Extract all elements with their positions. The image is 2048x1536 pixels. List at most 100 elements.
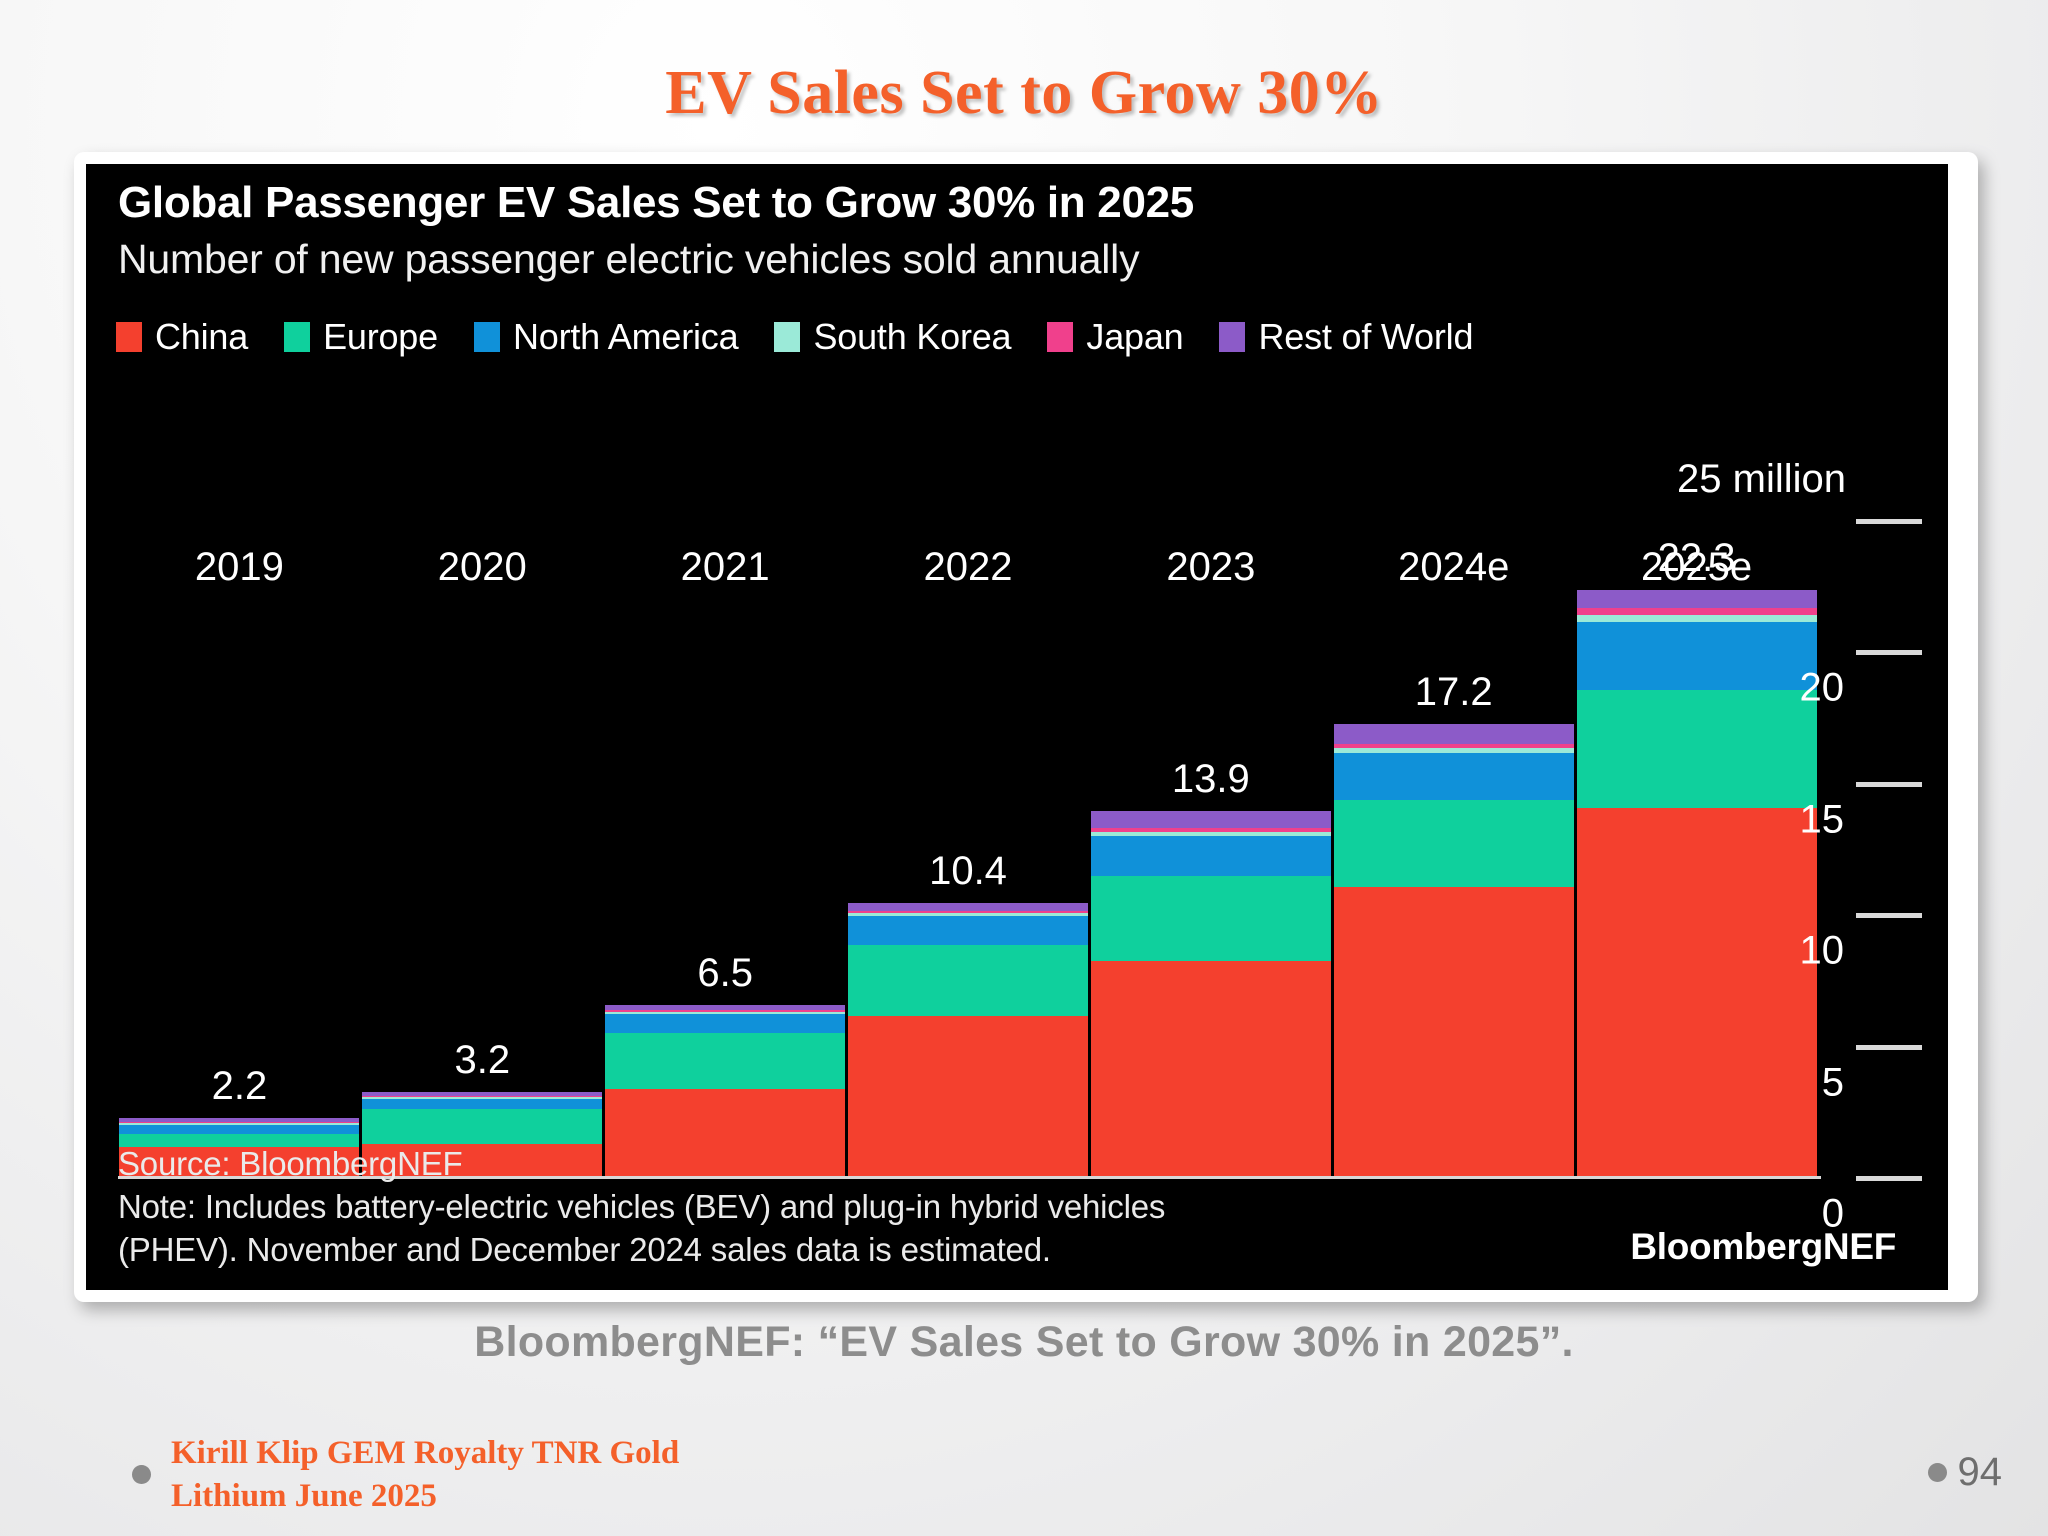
bar-segment[interactable] bbox=[1090, 960, 1331, 1176]
x-axis-tick-label: 2019 bbox=[194, 545, 284, 589]
bar-segment[interactable] bbox=[1576, 590, 1817, 609]
bar-segment[interactable] bbox=[1333, 748, 1574, 753]
legend-swatch-icon bbox=[1219, 322, 1246, 352]
y-axis-tick bbox=[1856, 650, 1922, 656]
bar-segment[interactable] bbox=[1576, 608, 1817, 615]
page-number: 94 bbox=[1957, 1450, 2003, 1494]
legend-swatch-icon bbox=[284, 322, 311, 352]
chart-figure: Global Passenger EV Sales Set to Grow 30… bbox=[86, 164, 1966, 1290]
bar-segment[interactable] bbox=[119, 1147, 360, 1176]
bloombergnef-logo: BloombergNEF bbox=[1630, 1226, 1896, 1267]
bar-segment[interactable] bbox=[1090, 827, 1331, 832]
y-axis: 25 million 0 5 10 15 20 bbox=[1677, 457, 1922, 1236]
chart-note-line-2: (PHEV). November and December 2024 sales… bbox=[118, 1231, 1051, 1269]
bar-segment[interactable] bbox=[848, 902, 1088, 911]
bar-segment[interactable] bbox=[848, 944, 1088, 1016]
bar-segment[interactable] bbox=[1576, 689, 1817, 809]
bar-segment[interactable] bbox=[119, 1118, 360, 1123]
bar-segment[interactable] bbox=[1333, 800, 1574, 887]
bar-segment[interactable] bbox=[1090, 835, 1331, 877]
bar-column[interactable] bbox=[119, 1118, 360, 1176]
x-axis-tick-label: 2023 bbox=[1166, 545, 1256, 589]
legend-item[interactable]: Rest of World bbox=[1219, 316, 1473, 358]
bar-segment[interactable] bbox=[1333, 724, 1574, 744]
bar-column[interactable] bbox=[1333, 724, 1574, 1176]
legend-item[interactable]: South Korea bbox=[774, 316, 1012, 358]
page-title: EV Sales Set to Grow 30% bbox=[665, 59, 1383, 127]
footer-line-1: Kirill Klip GEM Royalty TNR Gold bbox=[171, 1435, 680, 1471]
bar-segment[interactable] bbox=[848, 910, 1088, 914]
bar-segment[interactable] bbox=[362, 1097, 603, 1099]
bar-segment[interactable] bbox=[119, 1133, 360, 1148]
bar-segment[interactable] bbox=[1576, 621, 1817, 690]
legend-item[interactable]: Europe bbox=[284, 316, 438, 358]
bar-segment[interactable] bbox=[362, 1095, 603, 1098]
bar-segment[interactable] bbox=[362, 1091, 603, 1096]
bar-segment[interactable] bbox=[1090, 876, 1331, 961]
bar-segment[interactable] bbox=[1090, 810, 1331, 828]
bullet-icon bbox=[132, 1465, 151, 1485]
legend-label: China bbox=[155, 316, 249, 357]
footer-text: Kirill Klip GEM Royalty TNR Gold Lithium… bbox=[171, 1432, 679, 1518]
bar-segment[interactable] bbox=[1576, 808, 1817, 1176]
chart-footnotes: Source: BloombergNEF Note: Includes batt… bbox=[118, 1143, 1165, 1272]
bar-segment[interactable] bbox=[605, 1014, 846, 1033]
legend-label: Japan bbox=[1086, 316, 1184, 357]
figure-right-gutter bbox=[1948, 164, 1966, 1290]
bar-segment[interactable] bbox=[1333, 886, 1574, 1176]
bar-segment[interactable] bbox=[605, 1005, 846, 1011]
plot-area: 2.2 2019 3.2 2020 6.5 2021 10.4 2022 13.9 2023 17.… bbox=[118, 519, 1821, 1179]
legend-swatch-icon bbox=[473, 322, 500, 352]
bar-segment[interactable] bbox=[1333, 743, 1574, 749]
chart-legend: China Europe North America South Korea Japan… bbox=[116, 316, 1473, 358]
bar-column[interactable] bbox=[605, 1005, 846, 1176]
bar-segment[interactable] bbox=[119, 1124, 360, 1134]
bar-value-label: 17.2 bbox=[1414, 669, 1493, 714]
legend-swatch-icon bbox=[774, 322, 801, 352]
bar-value-label: 3.2 bbox=[454, 1037, 511, 1082]
legend-swatch-icon bbox=[1047, 322, 1074, 352]
bar-segment[interactable] bbox=[605, 1010, 846, 1013]
y-axis-tick bbox=[1856, 1044, 1922, 1050]
y-axis-tick-label: 15 bbox=[1799, 797, 1845, 842]
x-axis-tick-label: 2020 bbox=[437, 545, 527, 589]
bar-segment[interactable] bbox=[362, 1109, 603, 1145]
y-axis-tick bbox=[1856, 781, 1922, 787]
bar-segment[interactable] bbox=[1576, 614, 1817, 622]
x-axis-tick-label: 2022 bbox=[923, 545, 1013, 589]
bar-column[interactable] bbox=[848, 902, 1088, 1176]
y-axis-tick bbox=[1856, 913, 1922, 919]
bar-segment[interactable] bbox=[605, 1032, 846, 1090]
bar-column[interactable] bbox=[1090, 810, 1331, 1176]
bar-segment[interactable] bbox=[1333, 752, 1574, 801]
y-axis-tick-label: 10 bbox=[1799, 928, 1845, 973]
bar-segment[interactable] bbox=[119, 1122, 360, 1124]
legend-item[interactable]: Japan bbox=[1047, 316, 1184, 358]
y-axis-tick-label: 0 bbox=[1821, 1191, 1844, 1236]
chart-caption: BloombergNEF: “EV Sales Set to Grow 30% … bbox=[474, 1318, 1574, 1366]
y-axis-tick bbox=[1856, 519, 1922, 524]
bar-column[interactable] bbox=[1576, 590, 1817, 1176]
chart-title: Global Passenger EV Sales Set to Grow 30… bbox=[118, 178, 1194, 227]
bar-segment[interactable] bbox=[605, 1012, 846, 1015]
bar-segment[interactable] bbox=[362, 1098, 603, 1109]
chart-source: Source: BloombergNEF bbox=[118, 1145, 463, 1183]
legend-item[interactable]: North America bbox=[473, 316, 739, 358]
bullet-icon bbox=[1927, 1463, 1947, 1482]
bar-segment[interactable] bbox=[1090, 831, 1331, 836]
legend-item[interactable]: China bbox=[116, 316, 248, 358]
bar-segment[interactable] bbox=[848, 1015, 1088, 1176]
chart-note-line-1: Note: Includes battery-electric vehicles… bbox=[118, 1188, 1166, 1226]
y-axis-tick bbox=[1856, 1176, 1922, 1181]
chart-card: Global Passenger EV Sales Set to Grow 30… bbox=[74, 152, 1978, 1302]
x-axis-tick-label: 2024e bbox=[1398, 545, 1510, 589]
bar-segment[interactable] bbox=[119, 1123, 360, 1125]
bar-column[interactable] bbox=[362, 1091, 603, 1176]
bar-segment[interactable] bbox=[848, 913, 1088, 916]
bar-segment[interactable] bbox=[362, 1144, 603, 1176]
footer-line-2: Lithium June 2025 bbox=[171, 1477, 437, 1514]
bar-segment[interactable] bbox=[605, 1089, 846, 1176]
bar-value-label: 6.5 bbox=[697, 951, 753, 996]
legend-label: South Korea bbox=[813, 316, 1012, 357]
bar-segment[interactable] bbox=[848, 915, 1088, 945]
